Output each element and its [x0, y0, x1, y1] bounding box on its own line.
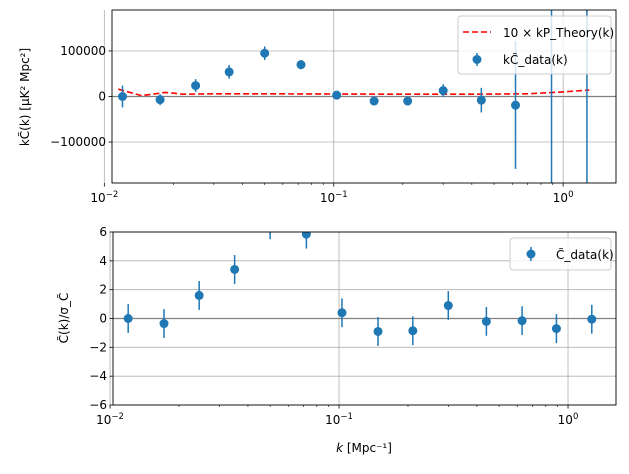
y-tick-label: −100000: [50, 135, 106, 149]
y-tick-label: 2: [99, 283, 107, 297]
data-point: [511, 100, 521, 110]
legend-theory-label: 10 × kP_Theory(k): [503, 26, 614, 40]
data-point: [301, 232, 311, 239]
data-point: [443, 301, 453, 311]
x-axis-label-var: k: [336, 441, 344, 455]
legend-data-marker: [472, 55, 482, 64]
data-point: [155, 95, 165, 105]
x-tick-label: 10−2: [90, 190, 118, 205]
y-tick-label: −6: [89, 398, 107, 412]
y-tick-label: −4: [89, 369, 107, 383]
x-tick-label: 100: [553, 190, 574, 205]
data-point: [123, 314, 133, 323]
y-tick-label: 0: [98, 90, 106, 104]
data-point: [373, 326, 383, 336]
top-data-points: [117, 10, 588, 183]
data-point: [408, 326, 418, 336]
data-point: [194, 290, 204, 300]
legend-bottom-marker: [526, 249, 536, 259]
data-point: [337, 308, 347, 318]
x-axis-label-unit: [Mpc⁻¹]: [347, 441, 392, 455]
data-point: [517, 316, 527, 326]
x-tick-label: 10−1: [325, 412, 353, 427]
theory-line: [118, 88, 590, 97]
data-point: [230, 264, 240, 274]
data-point: [587, 314, 597, 324]
data-point: [332, 90, 342, 100]
x-tick-label: 10−2: [96, 412, 124, 427]
y-tick-label: 0: [99, 312, 107, 326]
top-y-axis-label: kC̃(k) [μK² Mpc²]: [18, 48, 32, 146]
data-point: [369, 96, 379, 106]
data-point: [438, 86, 448, 96]
data-point: [481, 316, 491, 326]
data-point: [117, 92, 127, 101]
data-point: [403, 96, 413, 106]
bottom-legend: C̃_data(k): [509, 237, 614, 271]
data-point: [296, 60, 306, 70]
y-tick-label: −2: [89, 340, 107, 354]
bottom-y-axis-label: C̃(k)/σ_C̃: [57, 293, 71, 344]
y-tick-label: 4: [99, 254, 107, 268]
data-point: [551, 324, 561, 334]
legend-bottom-label: C̃_data(k): [556, 248, 614, 262]
top-legend: 10 × kP_Theory(k) kC̃_data(k): [457, 15, 614, 75]
data-point: [191, 81, 201, 91]
data-point: [266, 220, 275, 229]
y-tick-label: 6: [99, 225, 107, 239]
x-tick-label: 10−1: [320, 190, 348, 205]
data-point: [224, 67, 234, 77]
bottom-ticks: 10−2 10−1 100 6 4 2 0 −2 −4 −6: [89, 225, 578, 427]
top-ticks: 10−2 10−1 100 100000 0 −100000: [50, 44, 573, 205]
legend-data-label: kC̃_data(k): [503, 53, 568, 67]
bottom-x-axis-label: k [Mpc⁻¹]: [336, 441, 392, 455]
data-point: [260, 48, 270, 58]
data-point: [476, 95, 486, 105]
bottom-data-points: [123, 220, 597, 346]
x-tick-label: 100: [558, 412, 579, 427]
y-tick-label: 100000: [60, 44, 106, 58]
data-point: [159, 319, 169, 329]
